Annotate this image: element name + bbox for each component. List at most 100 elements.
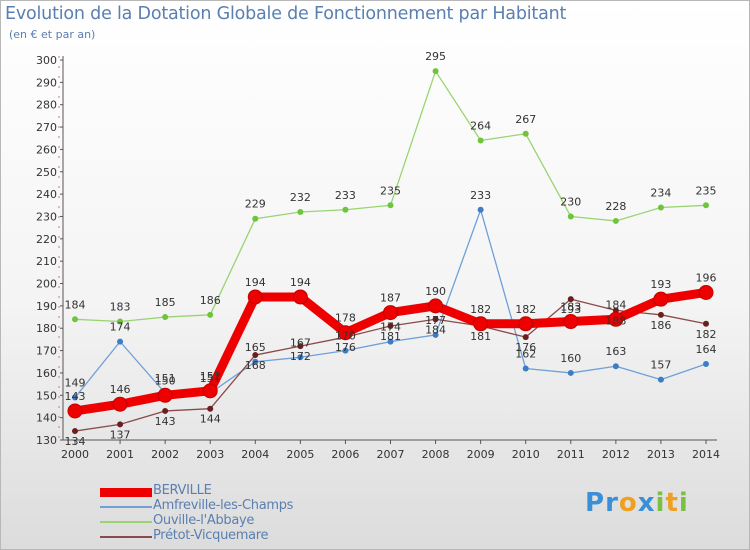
- y-tick-label: 300: [36, 54, 57, 67]
- data-point: [473, 316, 489, 332]
- y-tick-label: 140: [36, 412, 57, 425]
- x-tick-label: 2001: [106, 448, 134, 461]
- data-point: [297, 354, 304, 361]
- data-point: [252, 358, 259, 365]
- data-point: [612, 363, 619, 370]
- legend-label: Amfreville-les-Champs: [153, 498, 294, 513]
- data-label: 149: [65, 377, 86, 390]
- y-tick-label: 240: [36, 188, 57, 201]
- data-point: [207, 405, 214, 412]
- data-point: [252, 352, 259, 359]
- data-point: [117, 338, 124, 345]
- data-label: 143: [155, 415, 176, 428]
- data-label: 176: [515, 341, 536, 354]
- data-label: 176: [335, 341, 356, 354]
- legend-label: Ouville-l'Abbaye: [153, 513, 255, 528]
- data-point: [657, 376, 664, 383]
- legend-swatch: [100, 506, 152, 508]
- data-label: 182: [515, 303, 536, 316]
- legend-label: Prétot-Vicquemare: [153, 528, 269, 543]
- chart-subtitle: (en € et par an): [9, 28, 96, 41]
- x-tick-label: 2006: [331, 448, 359, 461]
- data-label: 193: [650, 278, 671, 291]
- data-label: 182: [696, 328, 717, 341]
- data-label: 235: [380, 184, 401, 197]
- data-point: [162, 407, 169, 414]
- data-label: 264: [470, 119, 491, 132]
- y-tick-label: 250: [36, 166, 57, 179]
- data-point: [563, 314, 579, 330]
- x-tick-label: 2004: [241, 448, 269, 461]
- data-point: [698, 284, 714, 300]
- data-label: 186: [650, 319, 671, 332]
- data-label: 163: [605, 345, 626, 358]
- data-label: 178: [335, 312, 356, 325]
- data-label: 194: [290, 276, 311, 289]
- data-label: 182: [470, 303, 491, 316]
- data-point: [657, 311, 664, 318]
- y-tick-label: 280: [36, 99, 57, 112]
- y-tick-label: 200: [36, 278, 57, 291]
- data-point: [612, 307, 619, 314]
- data-point: [657, 204, 664, 211]
- data-label: 144: [200, 413, 221, 426]
- data-label: 164: [696, 343, 717, 356]
- data-point: [337, 325, 353, 341]
- data-label: 267: [515, 113, 536, 126]
- data-point: [157, 387, 173, 403]
- data-label: 167: [290, 336, 311, 349]
- data-label: 162: [515, 347, 536, 360]
- data-point: [162, 314, 169, 321]
- data-point: [608, 311, 624, 327]
- data-label: 295: [425, 50, 446, 63]
- data-point: [428, 298, 444, 314]
- data-label: 151: [155, 372, 176, 385]
- data-label: 183: [110, 301, 131, 314]
- data-label: 230: [560, 195, 581, 208]
- y-tick-label: 220: [36, 233, 57, 246]
- data-point: [522, 130, 529, 137]
- data-point: [387, 338, 394, 345]
- logo-letter: o: [618, 488, 638, 518]
- data-point: [703, 320, 709, 327]
- y-tick-label: 290: [36, 76, 57, 89]
- data-point: [292, 289, 308, 305]
- data-point: [387, 202, 394, 209]
- data-point: [477, 206, 484, 213]
- logo-letter: t: [665, 488, 679, 518]
- data-point: [518, 316, 534, 332]
- legend-swatch: [100, 488, 152, 497]
- y-tick-label: 210: [36, 255, 57, 268]
- data-point: [567, 213, 574, 220]
- data-label: 234: [650, 187, 671, 200]
- data-label: 146: [110, 383, 131, 396]
- x-tick-label: 2000: [61, 448, 89, 461]
- data-label: 184: [425, 323, 446, 336]
- x-tick-label: 2008: [422, 448, 450, 461]
- data-label: 157: [650, 359, 671, 372]
- data-label: 232: [290, 191, 311, 204]
- data-point: [653, 291, 669, 307]
- logo-letter: i: [678, 488, 689, 518]
- y-tick-label: 160: [36, 367, 57, 380]
- data-label: 185: [155, 296, 176, 309]
- data-point: [477, 137, 484, 144]
- legend-swatch: [100, 521, 152, 523]
- data-point: [72, 316, 78, 323]
- data-label: 187: [380, 292, 401, 305]
- data-point: [117, 318, 124, 325]
- data-label: 143: [65, 390, 86, 403]
- data-point: [567, 369, 574, 376]
- proxiti-logo: Proxiti: [585, 488, 689, 518]
- legend-label: BERVILLE: [153, 483, 212, 498]
- x-tick-label: 2002: [151, 448, 179, 461]
- data-label: 137: [110, 428, 131, 441]
- x-tick-label: 2009: [467, 448, 495, 461]
- data-label: 235: [696, 184, 717, 197]
- data-point: [432, 331, 439, 338]
- data-label: 193: [560, 303, 581, 316]
- data-point: [432, 68, 439, 75]
- data-label: 160: [560, 352, 581, 365]
- data-point: [117, 421, 124, 428]
